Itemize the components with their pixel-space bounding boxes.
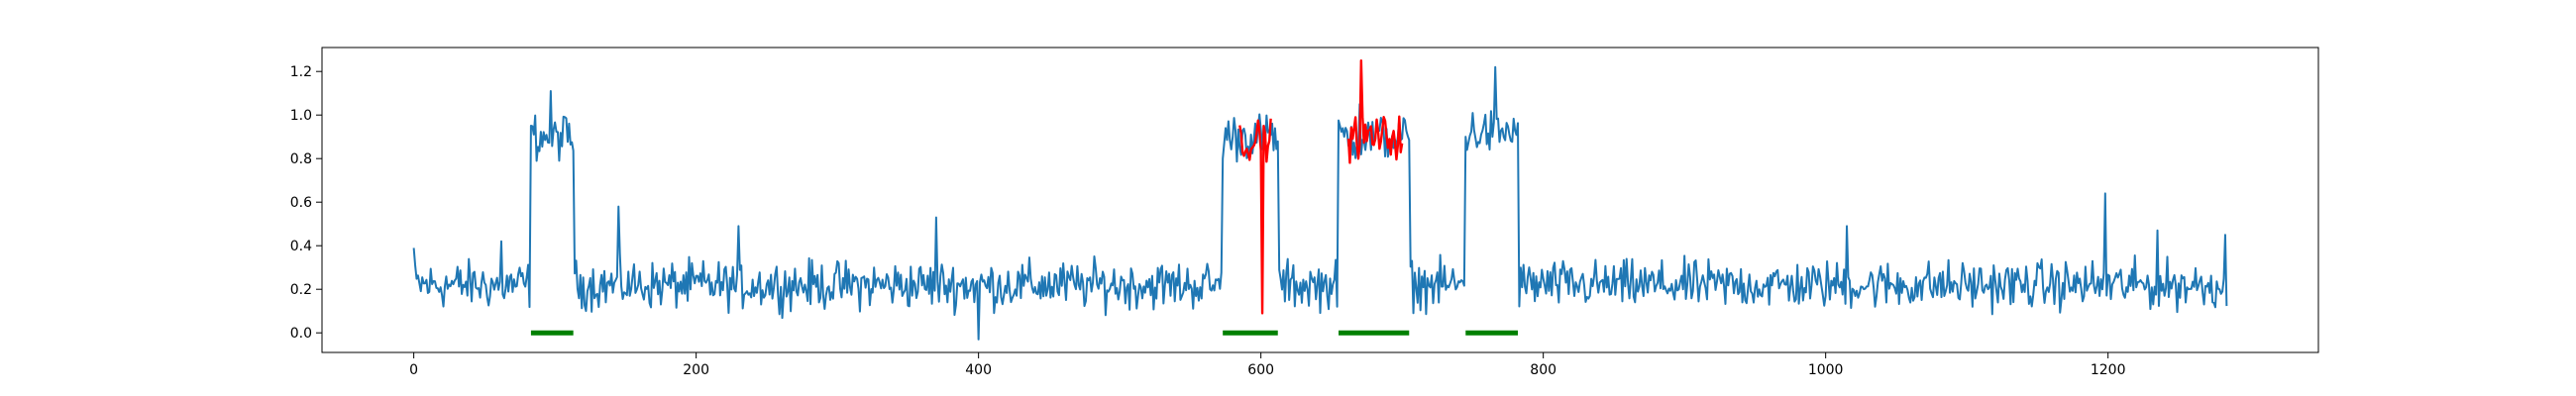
plot-area — [412, 59, 2228, 341]
y-tick-label: 1.0 — [290, 108, 312, 124]
x-tick-label: 200 — [683, 362, 709, 378]
x-tick-label: 400 — [965, 362, 992, 378]
detected-segment-line — [1238, 118, 1272, 315]
x-tick-label: 600 — [1247, 362, 1274, 378]
detected-segment-line — [1346, 59, 1404, 164]
x-tick-label: 1200 — [2091, 362, 2126, 378]
y-tick-label: 1.2 — [290, 64, 312, 80]
y-axis: 0.0 0.2 0.4 0.6 0.8 1.0 1.2 — [290, 64, 322, 342]
y-tick-label: 0.4 — [290, 239, 312, 254]
y-tick-label: 0.8 — [290, 151, 312, 167]
y-tick-label: 0.6 — [290, 195, 312, 211]
x-tick-label: 0 — [409, 362, 418, 378]
signal-series-line — [412, 65, 2228, 341]
x-tick-label: 1000 — [1808, 362, 1844, 378]
x-tick-label: 800 — [1530, 362, 1556, 378]
x-axis: 0 200 400 600 800 1000 1200 — [409, 352, 2125, 378]
y-tick-label: 0.0 — [290, 326, 312, 342]
y-tick-label: 0.2 — [290, 282, 312, 298]
